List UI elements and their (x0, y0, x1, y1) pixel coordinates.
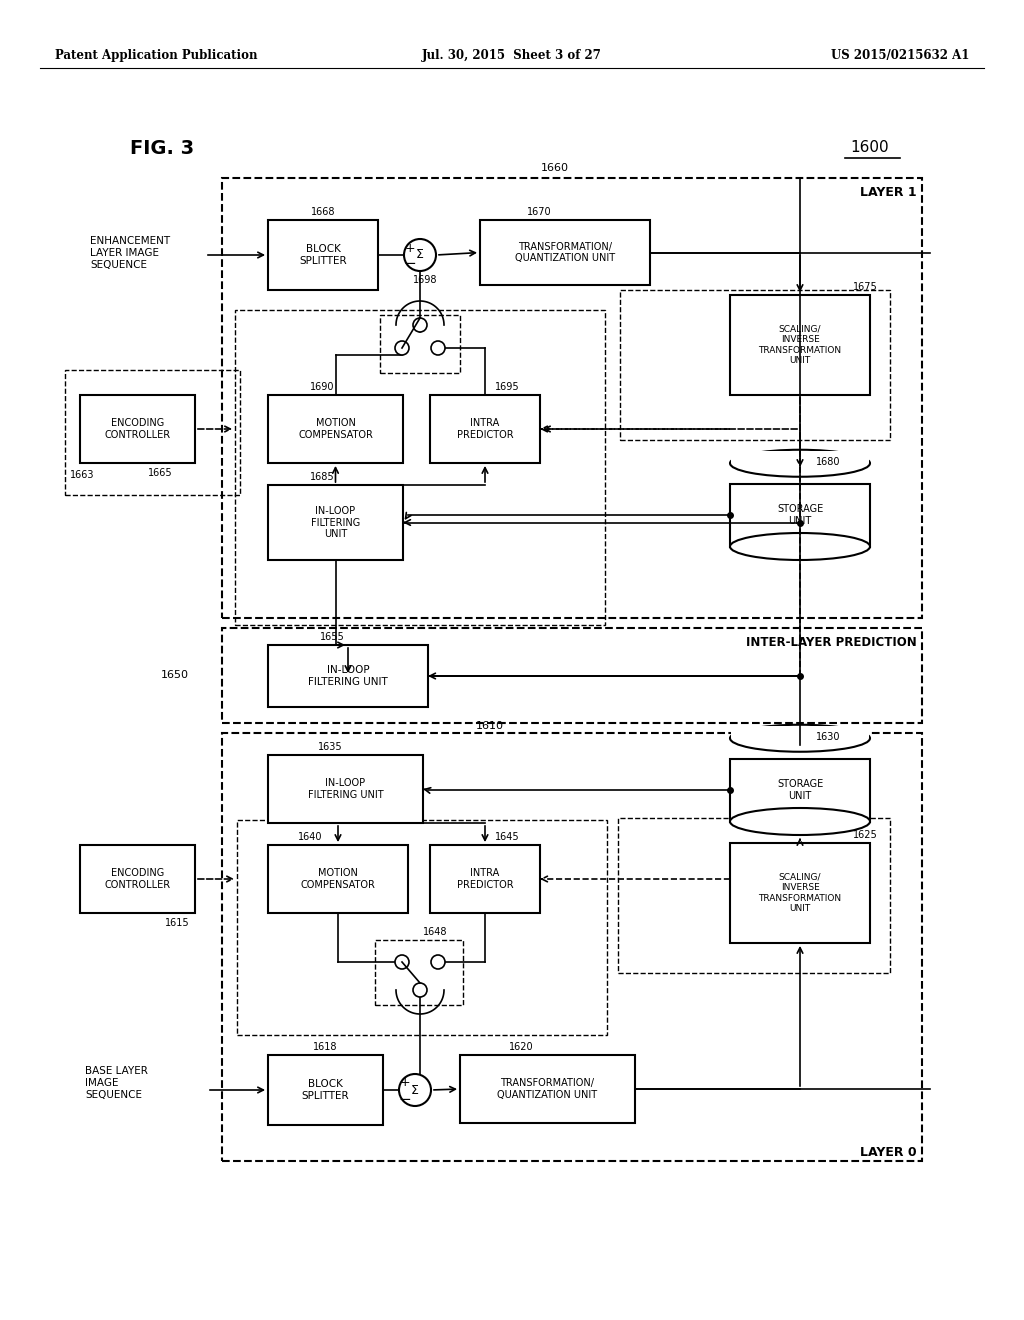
Text: BASE LAYER
IMAGE
SEQUENCE: BASE LAYER IMAGE SEQUENCE (85, 1067, 147, 1100)
Text: 1655: 1655 (319, 632, 344, 642)
Text: 1690: 1690 (309, 381, 334, 392)
Text: MOTION
COMPENSATOR: MOTION COMPENSATOR (301, 869, 376, 890)
Bar (234, 310, 605, 624)
Bar (430, 395, 540, 463)
Text: +: + (399, 1076, 411, 1089)
Text: TRANSFORMATION/
QUANTIZATION UNIT: TRANSFORMATION/ QUANTIZATION UNIT (498, 1078, 598, 1100)
Text: FIG. 3: FIG. 3 (130, 139, 195, 157)
Text: 1640: 1640 (298, 832, 323, 842)
Bar (268, 1055, 383, 1125)
Text: 1610: 1610 (476, 721, 504, 731)
Text: 1695: 1695 (495, 381, 519, 392)
Text: IN-LOOP
FILTERING
UNIT: IN-LOOP FILTERING UNIT (311, 506, 360, 539)
Circle shape (395, 341, 409, 355)
Text: 1630: 1630 (816, 733, 841, 742)
Text: 1665: 1665 (148, 469, 173, 478)
Text: BLOCK
SPLITTER: BLOCK SPLITTER (302, 1080, 349, 1101)
Text: 1635: 1635 (317, 742, 342, 752)
Bar (380, 315, 460, 374)
Bar (730, 843, 870, 942)
Bar (268, 395, 403, 463)
Text: 1663: 1663 (70, 470, 94, 480)
Bar (730, 483, 870, 546)
Circle shape (395, 954, 409, 969)
Text: ENCODING
CONTROLLER: ENCODING CONTROLLER (104, 869, 171, 890)
Bar (268, 845, 408, 913)
Text: −: − (403, 256, 417, 272)
Text: Σ: Σ (416, 248, 424, 261)
Text: 1625: 1625 (853, 830, 878, 840)
Text: 1645: 1645 (495, 832, 519, 842)
Text: STORAGE
UNIT: STORAGE UNIT (777, 504, 823, 525)
Bar (480, 220, 650, 285)
Bar (731, 450, 869, 463)
Bar (375, 940, 463, 1005)
Ellipse shape (730, 725, 870, 752)
Ellipse shape (730, 808, 870, 836)
Text: 1685: 1685 (309, 473, 334, 482)
Circle shape (431, 954, 445, 969)
Text: INTER-LAYER PREDICTION: INTER-LAYER PREDICTION (746, 636, 918, 649)
Text: 1648: 1648 (423, 927, 447, 937)
Text: 1670: 1670 (527, 207, 552, 216)
Text: IN-LOOP
FILTERING UNIT: IN-LOOP FILTERING UNIT (307, 779, 383, 800)
Bar (268, 220, 378, 290)
Bar (222, 733, 922, 1162)
Circle shape (413, 983, 427, 997)
Text: INTRA
PREDICTOR: INTRA PREDICTOR (457, 418, 513, 440)
Circle shape (404, 239, 436, 271)
Text: 1680: 1680 (816, 457, 841, 467)
Text: −: − (398, 1092, 412, 1106)
Circle shape (399, 1074, 431, 1106)
Bar (222, 178, 922, 618)
Text: ENHANCEMENT
LAYER IMAGE
SEQUENCE: ENHANCEMENT LAYER IMAGE SEQUENCE (90, 236, 170, 269)
Bar (460, 1055, 635, 1123)
Text: BLOCK
SPLITTER: BLOCK SPLITTER (299, 244, 347, 265)
Text: LAYER 1: LAYER 1 (860, 186, 918, 198)
Text: SCALING/
INVERSE
TRANSFORMATION
UNIT: SCALING/ INVERSE TRANSFORMATION UNIT (759, 325, 842, 366)
Bar (268, 645, 428, 708)
Text: Σ: Σ (411, 1084, 419, 1097)
Circle shape (413, 318, 427, 333)
Text: 1668: 1668 (310, 207, 335, 216)
Bar (268, 484, 403, 560)
Text: 1618: 1618 (313, 1041, 338, 1052)
Bar (618, 818, 890, 973)
Text: 1620: 1620 (509, 1041, 534, 1052)
Bar (430, 845, 540, 913)
Text: ENCODING
CONTROLLER: ENCODING CONTROLLER (104, 418, 171, 440)
Text: IN-LOOP
FILTERING UNIT: IN-LOOP FILTERING UNIT (308, 665, 388, 686)
Bar (80, 845, 195, 913)
Text: LAYER 0: LAYER 0 (860, 1147, 918, 1159)
Ellipse shape (730, 533, 870, 560)
Text: 1615: 1615 (166, 917, 190, 928)
Text: Jul. 30, 2015  Sheet 3 of 27: Jul. 30, 2015 Sheet 3 of 27 (422, 49, 602, 62)
Ellipse shape (730, 450, 870, 477)
Text: 1660: 1660 (541, 162, 569, 173)
Text: SCALING/
INVERSE
TRANSFORMATION
UNIT: SCALING/ INVERSE TRANSFORMATION UNIT (759, 873, 842, 913)
Bar (730, 759, 870, 821)
Text: STORAGE
UNIT: STORAGE UNIT (777, 779, 823, 801)
Bar (730, 294, 870, 395)
Text: +: + (404, 242, 416, 255)
Text: 1600: 1600 (851, 140, 889, 156)
Text: 1698: 1698 (413, 275, 437, 285)
Text: US 2015/0215632 A1: US 2015/0215632 A1 (830, 49, 969, 62)
Bar (237, 820, 607, 1035)
Bar (222, 628, 922, 723)
Bar (65, 370, 240, 495)
Text: INTRA
PREDICTOR: INTRA PREDICTOR (457, 869, 513, 890)
Text: MOTION
COMPENSATOR: MOTION COMPENSATOR (298, 418, 373, 440)
Text: Patent Application Publication: Patent Application Publication (55, 49, 257, 62)
Bar (80, 395, 195, 463)
Circle shape (431, 341, 445, 355)
Bar (731, 726, 869, 738)
Text: TRANSFORMATION/
QUANTIZATION UNIT: TRANSFORMATION/ QUANTIZATION UNIT (515, 242, 615, 263)
Bar (620, 290, 890, 440)
Text: 1650: 1650 (161, 671, 189, 681)
Text: 1675: 1675 (853, 282, 878, 292)
Bar (268, 755, 423, 822)
